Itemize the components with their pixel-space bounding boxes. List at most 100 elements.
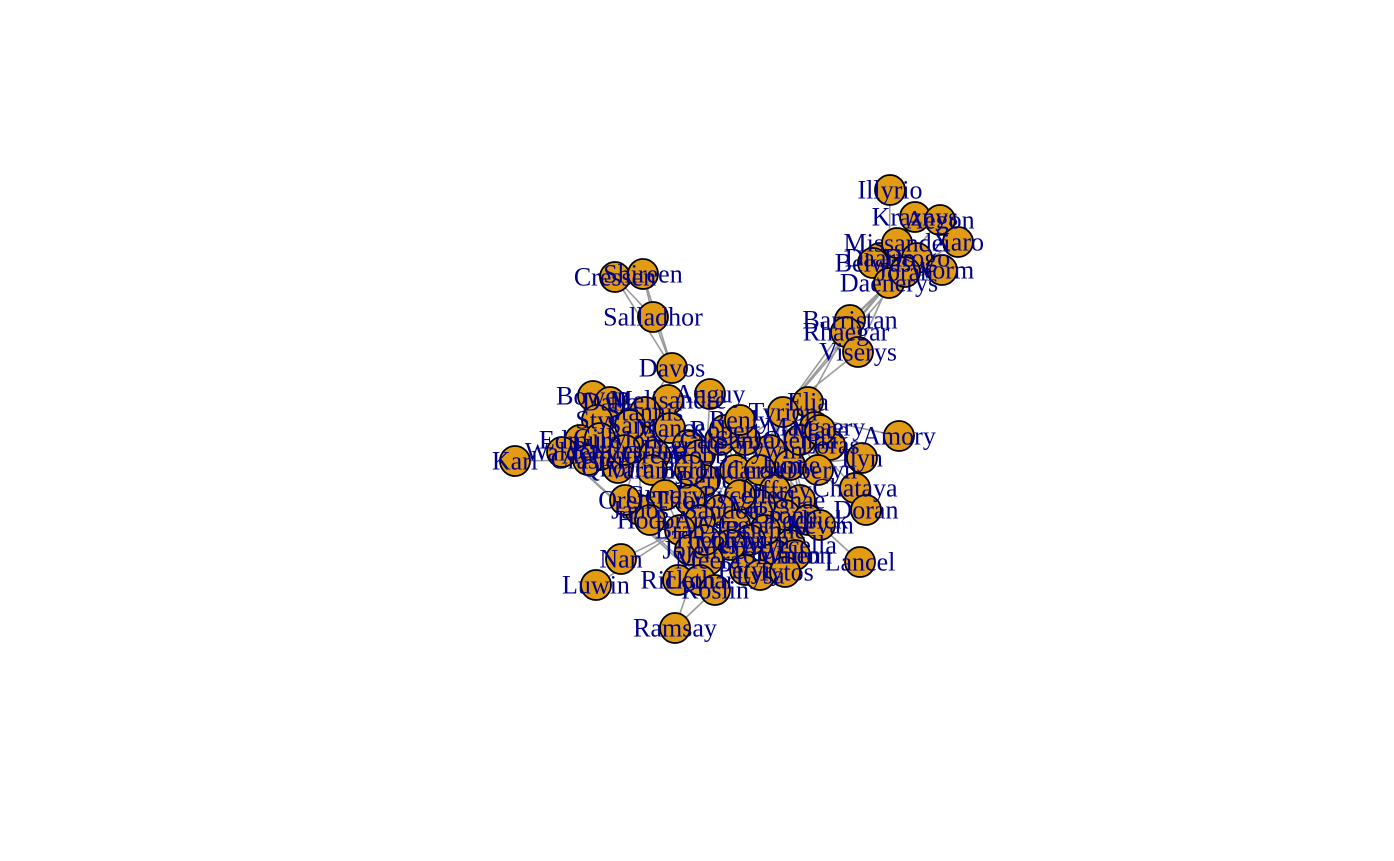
node-roslin: [699, 574, 731, 606]
node-label-edmure: Edmure: [539, 426, 621, 455]
node-label-petyr: Petyr: [718, 556, 773, 585]
node-label-aegon: Aegon: [905, 206, 974, 235]
node-label-mace: Mace: [791, 416, 849, 445]
node-label-cressen: Cressen: [574, 263, 656, 292]
node-theon: [689, 524, 721, 556]
node-renly: [724, 404, 756, 436]
node-label-meera: Meera: [675, 546, 742, 575]
node-mace: [804, 414, 836, 446]
node-label-podrick: Podrick: [768, 506, 849, 535]
node-label-shireen: Shireen: [603, 260, 682, 289]
node-label-qhorin: Qhorin: [581, 454, 655, 483]
node-label-worm: Worm: [910, 256, 974, 285]
node-label-thoros: Thoros: [653, 486, 727, 515]
node-illyrio: [874, 174, 906, 206]
label-layer: IllyrioKraznysAegonXaroDaarioMissandeiBe…: [492, 176, 984, 643]
node-viserys: [842, 336, 874, 368]
node-luwin: [580, 569, 612, 601]
node-label-roslin: Roslin: [681, 576, 749, 605]
node-layer: [499, 174, 974, 644]
node-kevan: [804, 509, 836, 541]
node-label-chataya: Chataya: [812, 474, 898, 503]
node-label-shae: Shae: [775, 486, 826, 515]
node-label-eddard: Eddard: [697, 456, 772, 485]
node-nan: [605, 543, 637, 575]
node-label-rickon: Rickon: [640, 566, 715, 595]
node-label-melisandre: Melisandre: [610, 386, 727, 415]
node-label-tywin: Tywin: [737, 436, 803, 465]
node-label-balon: Balon: [659, 456, 721, 485]
node-label-elia: Elia: [787, 388, 829, 417]
node-label-meryn: Meryn: [695, 531, 764, 560]
node-label-pycelle: Pycelle: [702, 481, 779, 510]
node-label-dalla: Dalla: [582, 388, 639, 417]
node-label-belwas: Belwas: [835, 249, 912, 278]
node-label-ilyn: Ilyn: [841, 444, 883, 473]
node-label-ramsay: Ramsay: [633, 614, 717, 643]
node-label-sansa: Sansa: [715, 426, 776, 455]
node-balon: [674, 454, 706, 486]
node-jorah: [889, 256, 921, 288]
node-label-tyrion: Tyrion: [749, 398, 818, 427]
node-orell: [609, 484, 641, 516]
node-label-davos: Davos: [639, 354, 705, 383]
node-label-gendry: Gendry: [626, 481, 704, 510]
node-label-anguy: Anguy: [675, 380, 746, 409]
node-karl: [499, 445, 531, 477]
node-rattleshirt: [609, 434, 641, 466]
node-amory: [883, 420, 915, 452]
node-label-walton: Walton: [758, 541, 832, 570]
node-label-mance: Mance: [635, 414, 706, 443]
node-label-brienne: Brienne: [724, 516, 806, 545]
node-anguy: [694, 378, 726, 410]
node-label-styr: Styr: [575, 406, 619, 435]
node-label-bowen: Bowen: [556, 382, 630, 411]
node-label-craster: Craster: [550, 446, 625, 475]
node-label-ygritte: Ygritte: [651, 431, 725, 460]
node-kevan2: [769, 556, 801, 588]
node-label-rattleshirt: Rattleshirt: [571, 436, 680, 465]
node-shireen: [627, 258, 659, 290]
node-label-beric: Beric: [677, 466, 733, 495]
node-ramsay: [659, 612, 691, 644]
edge-luwin-bran: [595, 529, 681, 586]
node-label-luwin: Luwin: [562, 571, 630, 600]
node-label-varys: Varys: [730, 491, 789, 520]
node-label-xaro: Xaro: [932, 228, 984, 257]
node-label-kevan: Kevan: [786, 511, 854, 540]
node-label-daenerys: Daenerys: [840, 269, 938, 298]
node-label-drogo: Drogo: [884, 244, 950, 273]
node-label-jorah: Jorah: [877, 258, 933, 287]
node-label-qyburn: Qyburn: [710, 526, 789, 555]
node-label-jaime: Jaime: [760, 451, 821, 480]
node-label-jojen: Jojen: [663, 536, 718, 565]
node-label-kraznys: Kraznys: [872, 203, 959, 232]
node-oberyn: [802, 454, 834, 486]
node-xaro: [942, 226, 974, 258]
node-label-missandei: Missandei: [844, 229, 951, 258]
node-doran: [850, 494, 882, 526]
node-label-varamyr: Varamyr: [607, 456, 697, 485]
node-label-salladhor: Salladhor: [603, 303, 703, 332]
node-label-karl: Karl: [492, 447, 538, 476]
node-label-bran: Bran: [655, 516, 706, 545]
node-label-walder: Walder: [525, 438, 600, 467]
node-label-robert: Robert: [690, 416, 762, 445]
node-label-jon: Jon: [622, 426, 658, 455]
node-label-daario: Daario: [845, 244, 916, 273]
node-label-arya: Arya: [674, 506, 726, 535]
node-label-doran: Doran: [834, 496, 899, 525]
node-davos: [656, 352, 688, 384]
node-label-nan: Nan: [599, 545, 642, 574]
node-label-lancel: Lancel: [825, 548, 896, 577]
node-label-cersei: Cersei: [727, 456, 793, 485]
node-label-hodor: Hodor: [617, 506, 684, 535]
node-salladhor: [637, 301, 669, 333]
node-label-viserys: Viserys: [819, 338, 897, 367]
node-label-illyrio: Illyrio: [858, 176, 923, 205]
node-label-bronn: Bronn: [753, 501, 818, 530]
node-label-gilly: Gilly: [573, 424, 626, 453]
node-label-janos: Janos: [611, 496, 669, 525]
node-label-rhaegar: Rhaegar: [803, 318, 890, 347]
